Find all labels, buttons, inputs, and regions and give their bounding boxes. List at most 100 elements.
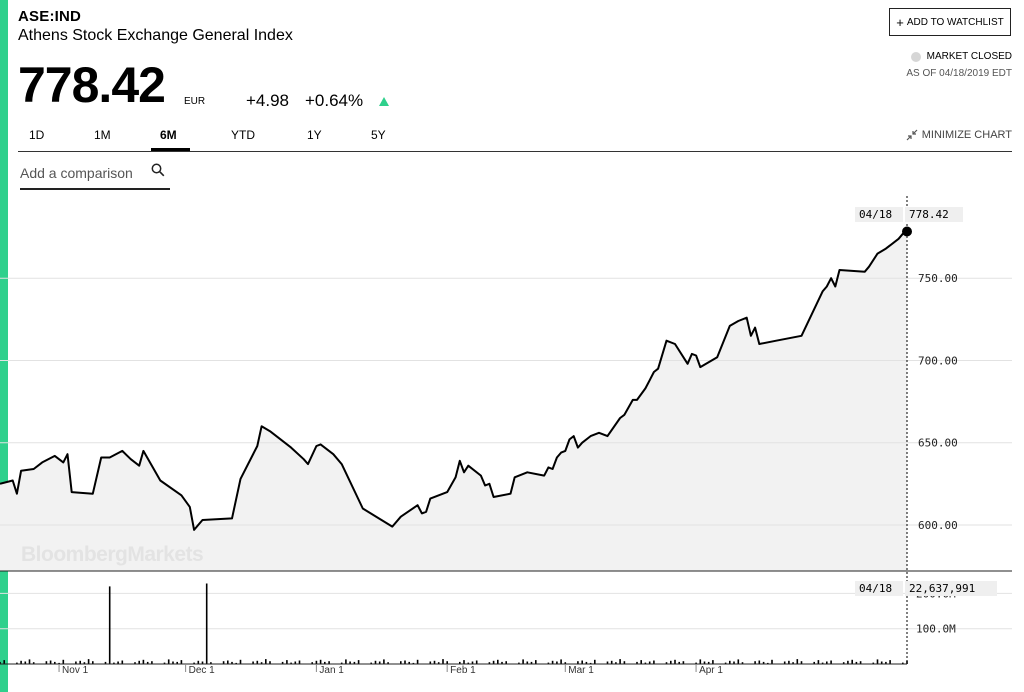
volume-bar [231,661,233,664]
current-price: 778.42 [18,57,166,113]
volume-bar [758,660,761,664]
market-status: MARKET CLOSED [910,51,1012,62]
volume-bar [821,662,824,664]
tab-1y[interactable]: 1Y [307,128,322,142]
search-icon[interactable] [151,163,165,177]
accent-bar [0,0,8,692]
volume-bar [117,661,119,664]
add-to-watchlist-button[interactable]: + ADD TO WATCHLIST [889,8,1011,36]
volume-bar [3,660,5,664]
volume-bar [294,661,297,664]
price-tick-label: 700.00 [918,354,958,367]
volume-bar [370,662,372,664]
volume-bar [459,661,461,664]
volume-bar [281,661,284,664]
volume-bar [762,661,765,664]
tab-1d[interactable]: 1D [29,128,45,142]
volume-bar [581,660,583,664]
volume-bar [703,661,706,664]
volume-bar [104,661,107,664]
tab-1m[interactable]: 1M [94,128,111,142]
tab-6m[interactable]: 6M [160,128,177,142]
volume-bar [412,662,415,664]
volume-bar [374,660,377,664]
volume-bar [163,662,166,664]
volume-bar [733,661,735,664]
index-name: Athens Stock Exchange General Index [18,27,293,44]
volume-bar [176,661,178,664]
last-volume-date-box [855,581,903,596]
volume-bar [610,660,613,664]
volume-bar [885,661,887,664]
volume-bar [817,660,820,664]
price-tick-label: 650.00 [918,437,958,450]
volume-bar [475,660,478,664]
volume-bar [315,660,318,664]
volume-bar [235,662,237,664]
volume-bar [197,660,200,664]
volume-bar [134,662,136,664]
volume-bar [796,659,799,664]
volume-bar [492,660,495,664]
x-tick-label: Mar 1 [568,665,594,676]
volume-bar [446,661,448,664]
last-volume-date: 04/18 [859,582,892,595]
volume-bar [754,661,756,664]
watchlist-label: ADD TO WATCHLIST [906,16,1004,28]
volume-bar [45,661,48,664]
price-change: +4.98 [246,91,290,110]
minimize-chart-button[interactable]: MINIMIZE CHART [906,129,1012,141]
volume-bar [252,661,254,664]
volume-bar [842,662,845,664]
volume-bar [830,660,832,664]
minimize-chart-label: MINIMIZE CHART [921,129,1012,141]
volume-bar [328,661,330,664]
volume-bar [518,662,520,664]
volume-bar [551,660,554,664]
volume-bar [826,661,828,664]
volume-bar [792,662,794,664]
volume-bar [488,662,491,664]
last-price-point [902,226,912,237]
price-change-percent: +0.64% [305,91,364,110]
volume-bar [324,661,326,664]
market-status-label: MARKET CLOSED [926,51,1012,62]
volume-bar [674,659,676,664]
volume-bar [54,661,56,664]
volume-bar [113,662,115,664]
volume-bar [906,660,908,664]
volume-bar [28,659,31,664]
volume-bar [636,661,638,664]
volume-bar [463,660,465,664]
price-tick-label: 600.00 [918,519,958,532]
volume-bar [767,662,769,664]
volume-bar [813,661,815,664]
volume-bar [151,661,153,664]
volume-bar [319,659,322,664]
volume-bar [269,661,271,664]
last-price-value-box [905,207,963,222]
volume-bar [855,661,858,664]
comparison-input[interactable] [20,162,148,184]
volume-bar [290,662,292,664]
volume-bar [682,661,685,664]
volume-bar [467,662,470,664]
volume-bar [564,662,567,664]
volume-bar [876,659,879,664]
watermark-text: BloombergMarkets [21,543,203,566]
volume-bar [615,662,617,664]
volume-tick-label: 100.0M [916,623,956,636]
volume-bar [788,660,790,664]
last-price-value: 778.42 [909,208,949,221]
volume-bar [75,661,77,664]
volume-bar [640,660,642,664]
volume-bar [87,659,90,664]
status-dot-icon [910,51,921,62]
volume-bar [408,661,410,664]
as-of-timestamp: AS OF 04/18/2019 EDT [906,68,1012,79]
tab-5y[interactable]: 5Y [371,128,386,142]
volume-bar [880,661,883,664]
volume-bar [648,661,651,664]
price-tick-label: 750.00 [918,272,958,285]
tab-ytd[interactable]: YTD [231,128,255,142]
